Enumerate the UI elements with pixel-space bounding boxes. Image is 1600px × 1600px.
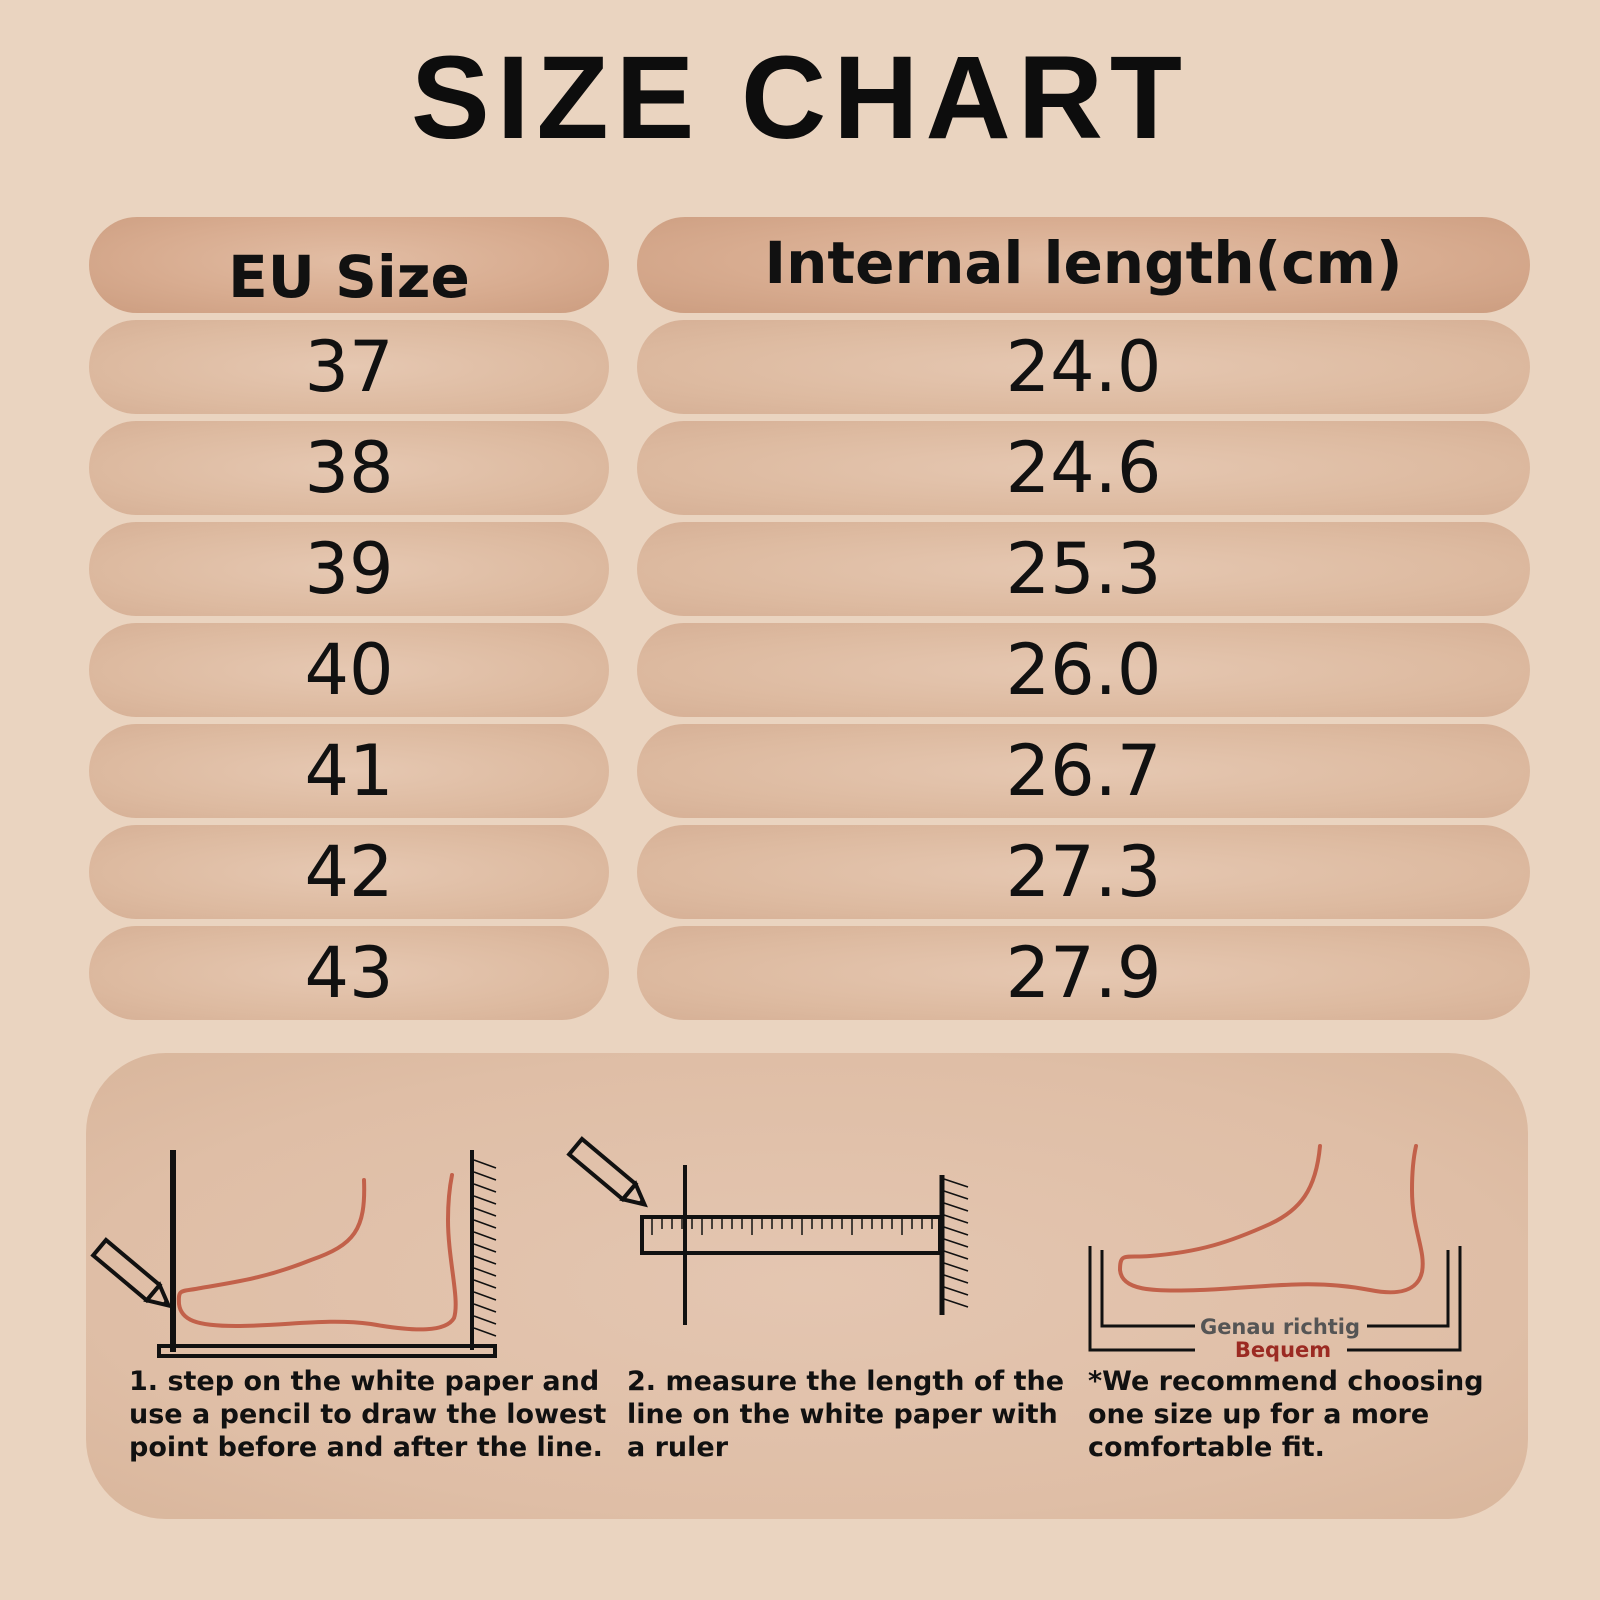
length-value: 24.6 xyxy=(1005,427,1162,509)
table-row-length: 25.3 xyxy=(637,522,1530,616)
table-row-eu: 37 xyxy=(89,320,609,414)
wall-hatch-icon xyxy=(470,1150,497,1350)
eu-size-value: 43 xyxy=(304,932,394,1014)
table-row-eu: 39 xyxy=(89,522,609,616)
table-row-length: 26.0 xyxy=(637,623,1530,717)
pencil-icon xyxy=(90,1237,172,1309)
table-row-length: 24.6 xyxy=(637,421,1530,515)
table-row-eu: 38 xyxy=(89,421,609,515)
header-eu-size: EU Size xyxy=(89,217,609,313)
page-title: SIZE CHART xyxy=(411,32,1189,164)
length-value: 27.3 xyxy=(1005,831,1162,913)
header-internal-length-label: Internal length(cm) xyxy=(764,229,1403,297)
fit-note-caption: *We recommend choosing one size up for a… xyxy=(1088,1366,1484,1463)
shoe-fit-illustration: Genau richtig Bequem xyxy=(1088,1144,1462,1362)
table-row-length: 26.7 xyxy=(637,724,1530,818)
length-value: 27.9 xyxy=(1005,932,1162,1014)
table-row-eu: 40 xyxy=(89,623,609,717)
table-row-length: 27.9 xyxy=(637,926,1530,1020)
fit-comfortable-label: Bequem xyxy=(1235,1338,1331,1362)
step-on-paper-illustration xyxy=(90,1150,497,1358)
length-value: 25.3 xyxy=(1005,528,1162,610)
table-row-eu: 41 xyxy=(89,724,609,818)
step-2-caption: 2. measure the length of the line on the… xyxy=(627,1366,1065,1463)
eu-size-value: 41 xyxy=(304,730,394,812)
eu-size-value: 40 xyxy=(304,629,394,711)
ruler-measure-illustration xyxy=(566,1136,969,1325)
step-1-caption: 1. step on the white paper and use a pen… xyxy=(129,1366,607,1463)
length-value: 24.0 xyxy=(1005,326,1162,408)
length-value: 26.7 xyxy=(1005,730,1162,812)
foot-outline-icon xyxy=(176,1173,458,1332)
header-eu-size-label: EU Size xyxy=(228,243,470,311)
ruler-icon xyxy=(640,1215,942,1255)
table-row-eu: 42 xyxy=(89,825,609,919)
wall-hatch-icon xyxy=(943,1178,969,1308)
table-row-length: 27.3 xyxy=(637,825,1530,919)
eu-size-value: 38 xyxy=(304,427,394,509)
eu-size-value: 42 xyxy=(304,831,394,913)
header-internal-length: Internal length(cm) xyxy=(637,217,1530,313)
length-value: 26.0 xyxy=(1005,629,1162,711)
eu-size-value: 37 xyxy=(304,326,394,408)
pencil-icon xyxy=(566,1136,648,1208)
foot-outline-icon xyxy=(1117,1144,1425,1295)
fit-exact-label: Genau richtig xyxy=(1200,1315,1360,1339)
table-row-eu: 43 xyxy=(89,926,609,1020)
eu-size-value: 39 xyxy=(304,528,394,610)
table-row-length: 24.0 xyxy=(637,320,1530,414)
